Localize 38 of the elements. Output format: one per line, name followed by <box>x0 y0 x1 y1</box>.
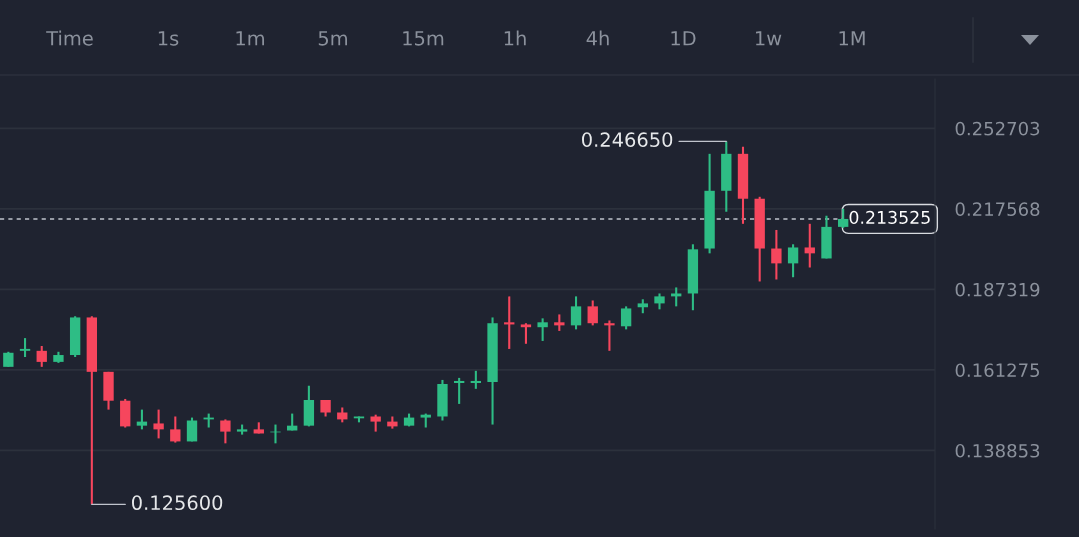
candlestick <box>587 299 598 327</box>
y-tick-label: 0.252703 <box>955 121 1040 136</box>
text: 1m <box>236 31 265 46</box>
candlestick <box>537 317 548 342</box>
candlestick <box>170 415 181 444</box>
candlestick <box>671 286 682 308</box>
candlestick <box>604 319 615 352</box>
candlestick <box>136 408 148 431</box>
candlestick <box>520 322 532 345</box>
candlestick <box>19 337 31 359</box>
text: 1w <box>756 31 782 46</box>
text: 1s <box>158 31 179 46</box>
candlestick <box>570 295 582 331</box>
y-tick-label: 0.161275 <box>955 363 1040 378</box>
candlestick <box>220 418 231 445</box>
ref-line-label: 0.213525 <box>849 210 930 224</box>
candlestick <box>787 243 799 279</box>
text: Time <box>46 30 93 46</box>
candlestick <box>453 376 465 405</box>
y-tick-label: 0.217568 <box>955 202 1040 216</box>
candlestick <box>470 369 482 390</box>
annotation: 0.125600 <box>132 495 223 511</box>
text: 1D <box>671 31 696 46</box>
candlestick <box>804 222 815 269</box>
text: 1h <box>504 30 526 46</box>
candlestick <box>620 305 632 331</box>
annotation: 0.246650 <box>582 132 673 148</box>
y-tick-label: 0.187319 <box>955 282 1040 297</box>
text: 15m <box>403 31 444 46</box>
candlestick <box>504 295 515 350</box>
candlestick <box>153 408 164 440</box>
candlestick <box>837 207 849 229</box>
text: 5m <box>318 31 348 46</box>
text: 1M <box>839 31 865 46</box>
candlestick <box>771 228 782 281</box>
text: 4h <box>586 30 609 46</box>
y-tick-label: 0.138853 <box>955 443 1040 458</box>
candlestick <box>36 344 47 368</box>
